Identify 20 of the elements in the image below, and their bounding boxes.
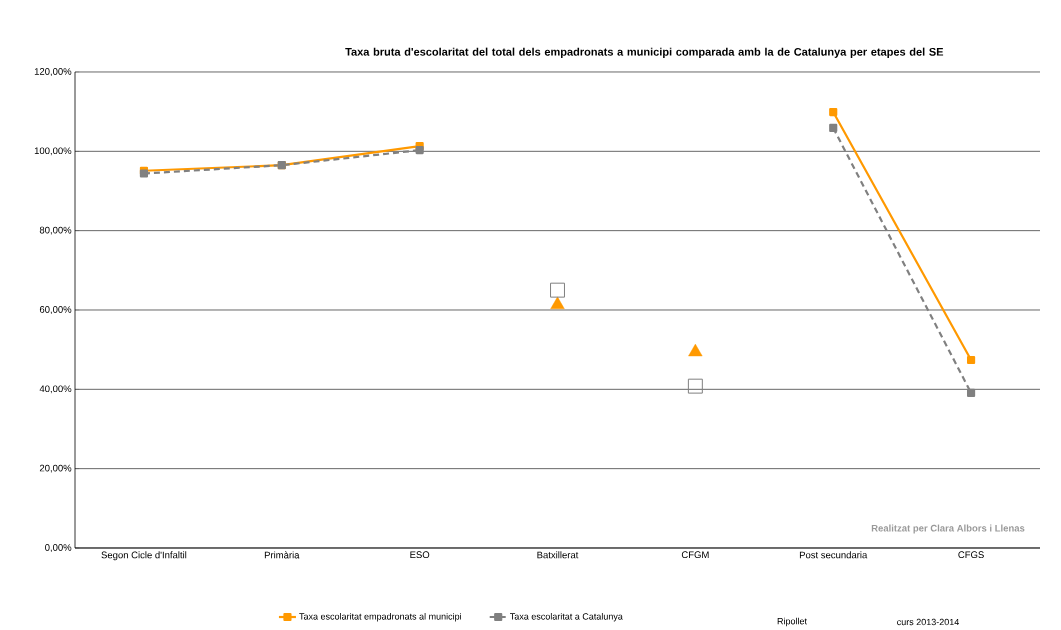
annotation: Realitzat per Clara Albors i Llenas: [871, 524, 1025, 534]
x-tick-label: Segon Cicle d'Infaltil: [101, 551, 187, 561]
legend-label: Taxa escolaritat empadronats al municipi: [299, 613, 461, 622]
x-tick-label: Primària: [264, 551, 300, 559]
y-tick-label: 0,00%: [45, 544, 72, 552]
y-tick-label: 100,00%: [34, 147, 72, 156]
legend-label: Taxa escolaritat a Catalunya: [510, 613, 623, 622]
x-tick-label: Batxillerat: [537, 551, 579, 559]
y-tick-label: 20,00%: [39, 464, 72, 473]
x-tick-label: Post secundaria: [799, 551, 868, 559]
x-tick-label: CFGM: [681, 551, 709, 559]
y-tick-label: 40,00%: [39, 385, 72, 394]
y-tick-label: 80,00%: [39, 226, 72, 235]
y-tick-label: 120,00%: [34, 68, 72, 76]
x-tick-label: CFGS: [958, 551, 984, 559]
chart-title: Taxa bruta d'escolaritat del total dels empadronats a municipi comparada amb la de Catalunya per etapes del SE: [345, 47, 944, 58]
text: curs 2013-2014: [897, 618, 959, 626]
text: Ripollet: [777, 617, 807, 627]
x-tick-label: ESO: [410, 551, 430, 559]
y-tick-label: 60,00%: [39, 306, 72, 314]
